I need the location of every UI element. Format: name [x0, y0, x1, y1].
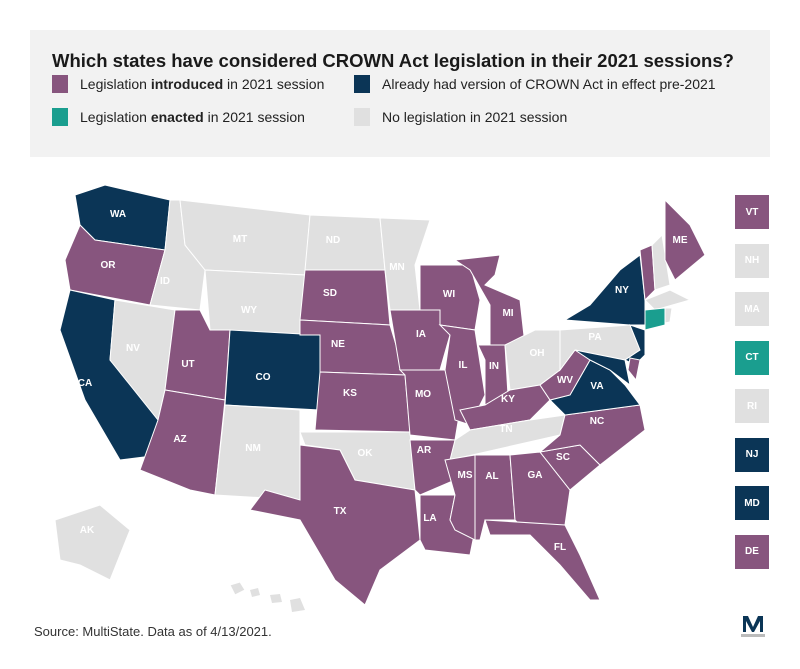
state-label-UT: UT [181, 359, 194, 370]
state-label-WI: WI [443, 289, 455, 300]
chart-title: Which states have considered CROWN Act l… [52, 50, 734, 71]
state-TX [249, 444, 421, 606]
state-AZ [139, 389, 226, 496]
state-label-LA: LA [423, 513, 436, 524]
state-label-CA: CA [78, 378, 92, 389]
state-AR [409, 439, 456, 496]
state-HI-island [250, 588, 260, 597]
legend-item-introduced: Legislation introduced in 2021 session [52, 75, 324, 93]
state-RI [664, 307, 673, 324]
state-label-TX: TX [334, 506, 347, 517]
state-label-CO: CO [256, 372, 271, 383]
state-label-MI: MI [502, 308, 513, 319]
state-SD [299, 269, 391, 326]
state-label-NM: NM [245, 443, 261, 454]
state-ME [664, 198, 706, 281]
state-label-GA: GA [528, 470, 543, 481]
state-NC [538, 404, 646, 466]
small-state-box-NJ: NJ [735, 437, 769, 472]
small-state-box-MD: MD [735, 486, 769, 520]
state-label-MO: MO [415, 389, 431, 400]
small-state-box-RI: RI [735, 389, 769, 423]
multistate-logo [741, 616, 765, 637]
state-label-ME: ME [673, 235, 688, 246]
state-label-WA: WA [110, 209, 126, 220]
state-label-AK: AK [80, 525, 95, 536]
state-label-TN: TN [499, 424, 512, 435]
state-NY [563, 254, 646, 326]
state-MI [453, 254, 526, 346]
legend-label: Legislation introduced in 2021 session [80, 76, 325, 92]
small-state-box-NH: NH [735, 243, 769, 278]
state-label-NE: NE [331, 339, 345, 350]
state-HI [229, 581, 246, 596]
legend-label: Legislation enacted in 2021 session [80, 109, 305, 125]
state-AK [54, 504, 131, 581]
state-label-MN: MN [389, 262, 405, 273]
small-state-box-DE: DE [735, 534, 769, 569]
state-IL [438, 324, 486, 426]
state-label-PA: PA [588, 332, 601, 343]
state-label-NY: NY [615, 285, 629, 296]
state-label-NV: NV [126, 343, 140, 354]
state-label-WY: WY [241, 305, 257, 316]
state-label-IA: IA [416, 329, 426, 340]
small-state-box-VT: VT [735, 195, 769, 229]
state-HI-island [290, 598, 305, 612]
legend-panel: Which states have considered CROWN Act l… [30, 30, 770, 157]
state-label-KS: KS [343, 388, 357, 399]
state-label-VA: VA [590, 381, 603, 392]
small-state-box-MA: MA [735, 292, 769, 326]
state-label-IL: IL [459, 360, 468, 371]
state-MD [574, 349, 631, 387]
state-label-SC: SC [556, 452, 570, 463]
state-label-KY: KY [501, 394, 515, 405]
state-label-SD: SD [323, 288, 337, 299]
state-HI-island [270, 594, 282, 603]
legend-item-prior: Already had version of CROWN Act in effe… [354, 75, 716, 93]
legend-label: Already had version of CROWN Act in effe… [382, 76, 716, 92]
state-label-AR: AR [417, 445, 432, 456]
state-label-AL: AL [485, 471, 498, 482]
state-MA [644, 289, 692, 311]
legend-swatch [52, 108, 68, 126]
state-label-FL: FL [554, 542, 566, 553]
legend-item-none: No legislation in 2021 session [354, 108, 567, 126]
state-CO [224, 329, 321, 411]
state-label-ND: ND [326, 235, 340, 246]
state-label-WV: WV [557, 375, 573, 386]
legend-swatch [354, 108, 370, 126]
state-CT [644, 307, 666, 331]
state-label-OR: OR [101, 260, 117, 271]
state-WY [204, 269, 306, 336]
state-ND [304, 214, 386, 271]
state-KS [314, 371, 411, 433]
state-label-NC: NC [590, 416, 604, 427]
state-label-MS: MS [458, 470, 473, 481]
state-label-MT: MT [233, 234, 247, 245]
legend-swatch [52, 75, 68, 93]
state-FL [484, 519, 601, 601]
state-label-OH: OH [530, 348, 545, 359]
legend-item-enacted: Legislation enacted in 2021 session [52, 108, 305, 126]
state-label-AZ: AZ [173, 434, 186, 445]
legend-label: No legislation in 2021 session [382, 109, 568, 125]
state-label-IN: IN [489, 361, 499, 372]
state-NH [651, 233, 671, 291]
state-label-OK: OK [358, 448, 374, 459]
legend-swatch [354, 75, 370, 93]
state-DE [627, 357, 641, 382]
state-label-ID: ID [160, 276, 170, 287]
source-note: Source: MultiState. Data as of 4/13/2021… [34, 624, 272, 639]
small-state-box-CT: CT [735, 340, 769, 375]
